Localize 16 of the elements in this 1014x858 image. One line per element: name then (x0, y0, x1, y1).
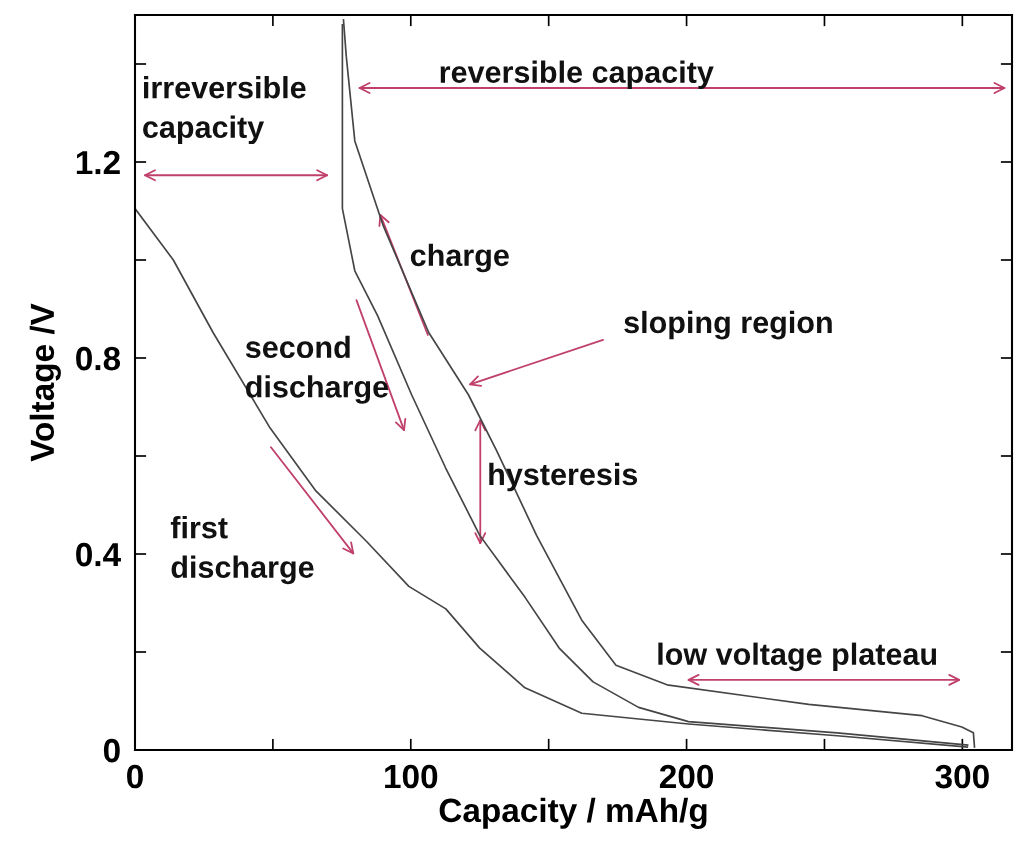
annotation: sloping region (624, 310, 832, 340)
y-tick-label: 0 (103, 738, 120, 763)
annotation: irreversible capacity (143, 76, 306, 145)
y-tick-label: 1.2 (76, 150, 120, 175)
y-axis-title: Voltage /V (29, 303, 61, 462)
x-tick-label: 200 (659, 764, 714, 789)
annotation: low voltage plateau (658, 642, 937, 672)
x-axis-title: Capacity / mAh/g (439, 797, 707, 829)
annotation: reversible capacity (440, 60, 714, 90)
x-tick-label: 300 (935, 764, 989, 789)
x-tick-label: 100 (385, 764, 438, 789)
y-tick-label: 0.4 (76, 542, 121, 567)
annotation: first discharge (170, 515, 314, 585)
x-tick-label: 0 (127, 764, 143, 789)
annotation: charge (410, 243, 509, 273)
y-tick-label: 0.8 (76, 346, 121, 371)
